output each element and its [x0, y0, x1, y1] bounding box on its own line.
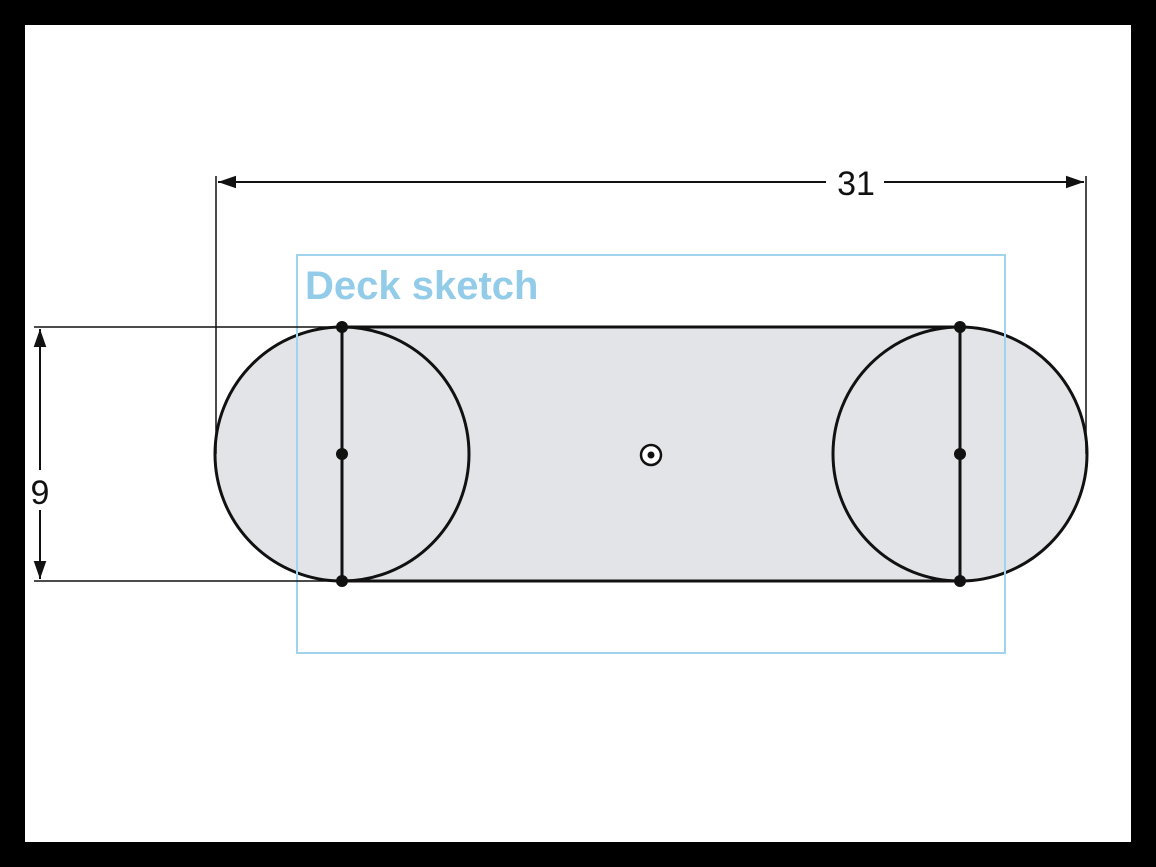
point-right-center[interactable]	[954, 448, 966, 460]
point-right-top[interactable]	[954, 321, 966, 333]
sketch-label[interactable]: Deck sketch	[305, 264, 538, 308]
point-left-center[interactable]	[336, 448, 348, 460]
point-right-bottom[interactable]	[954, 575, 966, 587]
height-dimension[interactable]: 9	[31, 326, 342, 582]
length-dimension[interactable]: 31	[215, 165, 1087, 454]
origin-point-icon[interactable]	[639, 443, 663, 467]
height-dimension-value[interactable]: 9	[31, 474, 50, 512]
length-dimension-value[interactable]: 31	[837, 165, 875, 203]
sketch-selection-box[interactable]	[296, 254, 1006, 654]
